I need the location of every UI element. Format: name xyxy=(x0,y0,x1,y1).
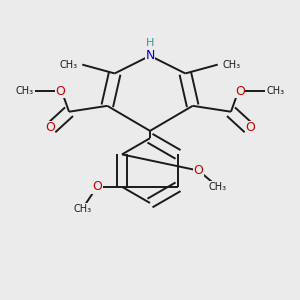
Text: CH₃: CH₃ xyxy=(16,86,34,96)
Text: CH₃: CH₃ xyxy=(60,60,78,70)
Text: O: O xyxy=(235,85,245,98)
Text: O: O xyxy=(55,85,65,98)
Text: H: H xyxy=(146,38,154,47)
Text: O: O xyxy=(245,122,255,134)
Text: CH₃: CH₃ xyxy=(266,86,284,96)
Text: CH₃: CH₃ xyxy=(222,60,240,70)
Text: CH₃: CH₃ xyxy=(209,182,227,192)
Text: N: N xyxy=(145,49,155,62)
Text: CH₃: CH₃ xyxy=(73,204,91,214)
Text: O: O xyxy=(194,164,203,177)
Text: O: O xyxy=(45,122,55,134)
Text: O: O xyxy=(92,180,102,193)
